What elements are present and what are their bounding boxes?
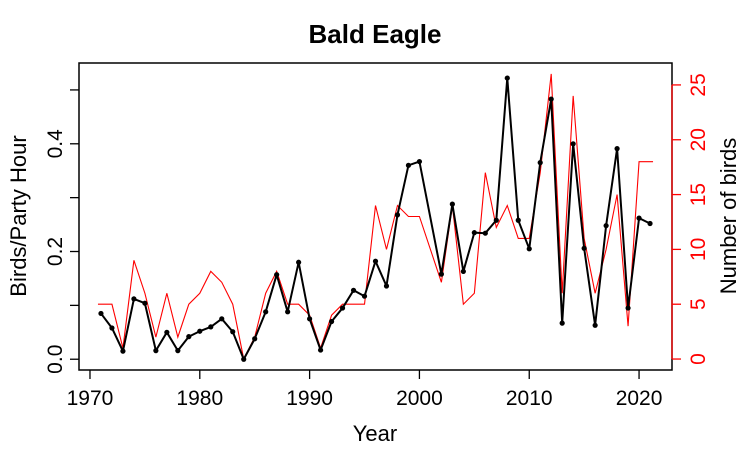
data-point	[405, 162, 412, 168]
data-point	[482, 230, 488, 236]
data-point	[98, 310, 104, 317]
data-point	[603, 223, 609, 229]
y-tick-label: 0.0	[44, 345, 67, 374]
data-point	[515, 217, 521, 223]
data-point	[241, 356, 247, 362]
x-axis-title: Year	[353, 421, 397, 446]
data-point	[625, 305, 631, 311]
x-tick-label: 1990	[286, 387, 333, 410]
y-tick-label: 0.2	[44, 237, 67, 266]
data-point	[296, 259, 302, 265]
data-point	[328, 318, 335, 325]
y2-tick-label: 15	[687, 183, 710, 206]
y2-tick-label: 0	[687, 353, 710, 365]
y2-axis-title: Number of birds	[716, 138, 741, 295]
y-axis-right: 0 5 10 15 20 25	[671, 73, 710, 365]
data-point	[339, 305, 346, 311]
data-point	[131, 296, 137, 302]
y2-tick-label: 10	[687, 238, 710, 261]
data-point	[614, 146, 620, 152]
x-tick-label: 2010	[506, 387, 553, 410]
data-point	[186, 334, 192, 340]
series-line-birds-per-party-hour	[100, 77, 651, 361]
data-point	[636, 215, 642, 221]
chart-title: Bald Eagle	[309, 19, 442, 49]
data-point	[548, 96, 554, 102]
data-point	[383, 283, 390, 289]
data-point	[559, 320, 565, 326]
data-point	[252, 336, 258, 342]
data-point	[592, 322, 598, 328]
data-point	[372, 258, 379, 264]
data-point	[471, 230, 477, 236]
x-tick-label: 2020	[616, 387, 663, 410]
y-tick-label: 0.4	[44, 129, 67, 159]
data-point	[175, 348, 181, 354]
y2-tick-label: 5	[687, 298, 710, 310]
data-point	[109, 325, 115, 331]
x-axis: 1970 1980 1990 2000 2010 2020	[67, 370, 663, 410]
x-tick-label: 2000	[396, 387, 443, 410]
data-point	[307, 316, 313, 322]
data-point	[504, 75, 510, 81]
data-point	[153, 348, 159, 354]
data-point	[460, 268, 466, 275]
y2-tick-label: 25	[687, 73, 710, 96]
series-line-number-of-birds	[97, 73, 654, 361]
data-point	[274, 272, 280, 278]
plot-frame	[78, 62, 673, 371]
data-point	[581, 245, 587, 251]
data-point	[197, 328, 203, 334]
data-point	[526, 246, 532, 252]
data-point	[317, 347, 324, 353]
data-point	[120, 348, 126, 354]
data-point	[263, 309, 269, 315]
data-point	[449, 201, 455, 207]
data-point	[493, 217, 499, 223]
y-axis-left: 0.0 0.2 0.4	[44, 89, 79, 374]
data-point	[416, 158, 423, 165]
y-axis-title: Birds/Party Hour	[6, 135, 31, 296]
data-point	[219, 316, 225, 322]
data-point	[164, 329, 170, 335]
x-tick-label: 1980	[176, 387, 223, 410]
data-point	[208, 324, 214, 330]
data-point	[438, 271, 444, 277]
data-point	[230, 329, 236, 335]
data-point	[394, 212, 401, 218]
data-point	[570, 141, 576, 147]
data-point	[537, 160, 543, 166]
data-point	[350, 287, 357, 293]
x-tick-label: 1970	[67, 387, 114, 410]
data-point	[647, 220, 653, 227]
data-point	[285, 309, 291, 315]
data-point	[142, 300, 148, 306]
y2-tick-label: 20	[687, 128, 710, 151]
series-layer	[97, 73, 654, 362]
data-point	[361, 293, 368, 299]
